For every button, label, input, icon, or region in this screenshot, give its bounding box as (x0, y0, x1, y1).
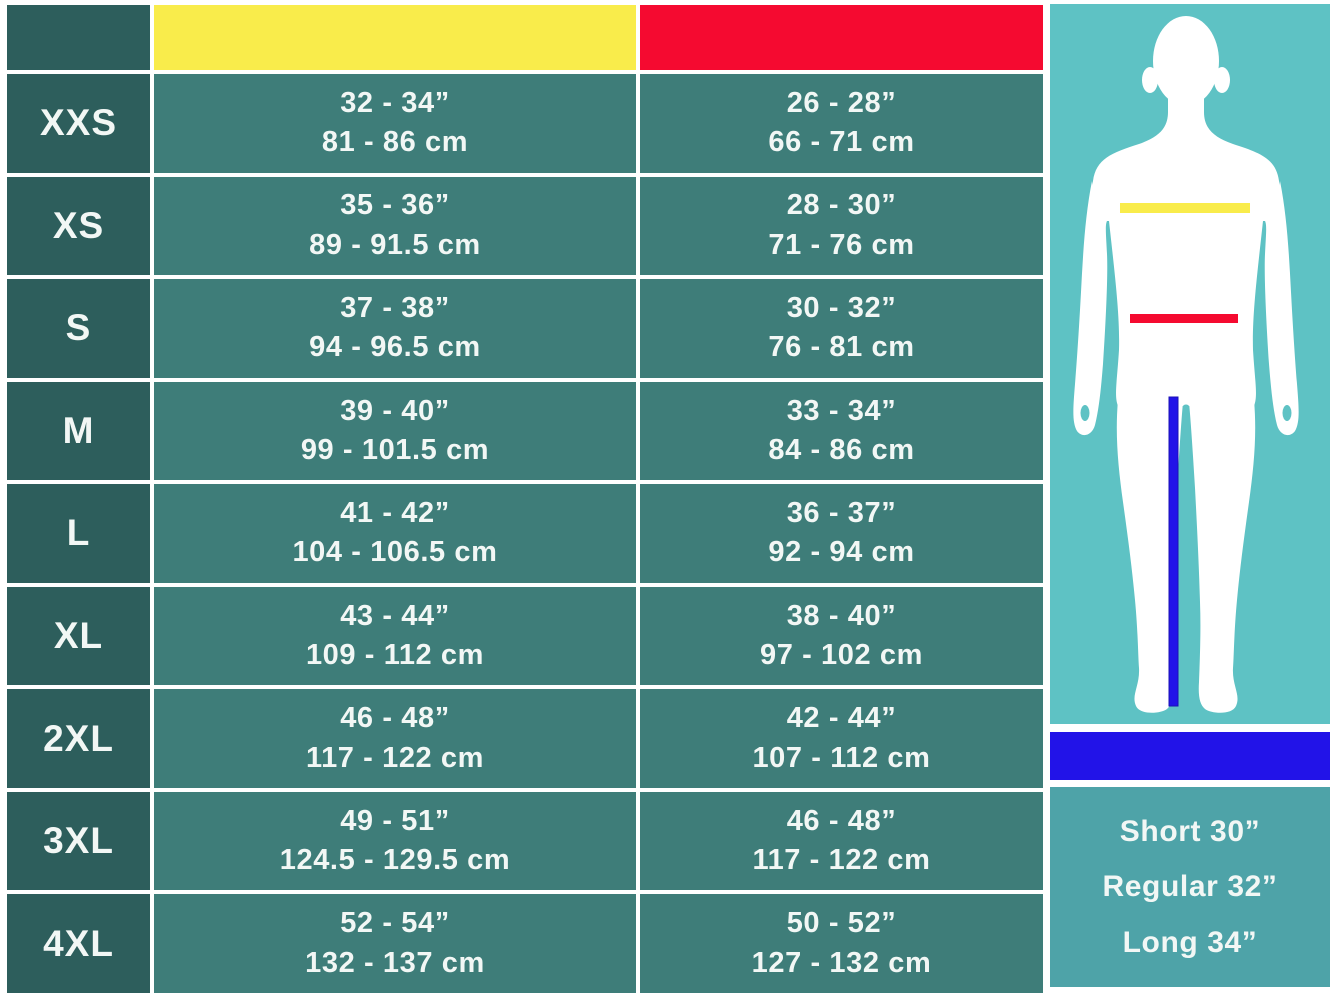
chest-inches-value: 37 - 38” (340, 291, 450, 324)
waist-inches-value: 42 - 44” (786, 702, 897, 735)
chest-value-cell: 39 - 40” 99 - 101.5 cm (154, 381, 636, 481)
waist-value-cell: 30 - 32” 76 - 81 cm (640, 279, 1043, 378)
inseam-option-long: Long 34” (1122, 925, 1258, 959)
chest-inches-value: 49 - 51” (340, 804, 450, 837)
waist-inches-value: 33 - 34” (786, 394, 897, 427)
waist-value-cell: 42 - 44” 107 - 112 cm (640, 689, 1043, 788)
inseam-measure-line (1168, 396, 1179, 707)
measurement-guide-panel: Short 30” Regular 32” Long 34” (1050, 4, 1330, 987)
body-figure-panel (1050, 4, 1330, 724)
chest-cm-value: 132 - 137 cm (305, 946, 485, 979)
chest-value-cell: 32 - 34” 81 - 86 cm (154, 74, 636, 173)
right-hand-curl-notch (1282, 405, 1292, 421)
waist-value-cell: 38 - 40” 97 - 102 cm (640, 586, 1043, 686)
size-table: XXS 32 - 34” 81 - 86 cm 26 - 28” 66 - 71… (7, 5, 1043, 993)
size-label-cell: L (7, 484, 150, 583)
size-label: XL (53, 615, 104, 657)
chest-cm-value: 89 - 91.5 cm (309, 228, 481, 261)
inseam-length-panel: Short 30” Regular 32” Long 34” (1050, 787, 1330, 987)
size-label: XXS (39, 102, 118, 144)
size-label-cell: M (7, 381, 150, 481)
waist-value-cell: 26 - 28” 66 - 71 cm (640, 74, 1043, 173)
waist-inches-value: 38 - 40” (786, 599, 897, 632)
waist-cm-value: 76 - 81 cm (768, 331, 915, 364)
waist-cm-value: 92 - 94 cm (768, 536, 915, 569)
chest-value-cell: 52 - 54” 132 - 137 cm (154, 894, 636, 993)
chest-inches-value: 43 - 44” (340, 599, 450, 632)
chest-value-cell: 43 - 44” 109 - 112 cm (154, 586, 636, 686)
waist-value-cell: 50 - 52” 127 - 132 cm (640, 894, 1043, 993)
waist-cm-value: 107 - 112 cm (752, 741, 931, 774)
waist-measure-line (1130, 314, 1238, 323)
waist-inches-value: 36 - 37” (786, 497, 897, 530)
inseam-option-regular: Regular 32” (1102, 870, 1278, 904)
body-silhouette-figure (1073, 16, 1299, 713)
waist-cm-value: 97 - 102 cm (760, 639, 923, 672)
waist-cm-value: 117 - 122 cm (752, 844, 931, 877)
size-label-cell: XL (7, 586, 150, 686)
waist-value-cell: 36 - 37” 92 - 94 cm (640, 484, 1043, 583)
size-label: XS (52, 204, 105, 246)
chest-cm-value: 99 - 101.5 cm (300, 433, 490, 466)
chest-cm-value: 104 - 106.5 cm (292, 536, 498, 569)
waist-cm-value: 71 - 76 cm (768, 228, 915, 261)
size-label-cell: 4XL (7, 894, 150, 993)
chest-cm-value: 109 - 112 cm (305, 639, 485, 672)
chest-value-cell: 41 - 42” 104 - 106.5 cm (154, 484, 636, 583)
chest-cm-value: 117 - 122 cm (305, 741, 485, 774)
size-label: 4XL (43, 922, 114, 964)
waist-inches-value: 28 - 30” (786, 189, 897, 222)
chest-measure-line (1120, 203, 1250, 213)
chest-cm-value: 94 - 96.5 cm (309, 331, 481, 364)
left-hand-curl-notch (1080, 405, 1090, 421)
inseam-option-short: Short 30” (1119, 814, 1261, 848)
chest-inches-value: 39 - 40” (340, 394, 450, 427)
chest-value-cell: 37 - 38” 94 - 96.5 cm (154, 279, 636, 378)
waist-inches-value: 46 - 48” (786, 804, 897, 837)
waist-cm-value: 127 - 132 cm (751, 946, 932, 979)
chest-value-cell: 49 - 51” 124.5 - 129.5 cm (154, 791, 636, 891)
waist-cm-value: 66 - 71 cm (768, 126, 915, 159)
waist-value-cell: 28 - 30” 71 - 76 cm (640, 176, 1043, 276)
inseam-length-bar (1050, 732, 1330, 780)
waist-value-cell: 46 - 48” 117 - 122 cm (640, 791, 1043, 891)
chest-inches-value: 41 - 42” (340, 497, 450, 530)
size-label-cell: S (7, 279, 150, 378)
chest-inches-value: 46 - 48” (340, 702, 450, 735)
body-silhouette (1073, 16, 1299, 713)
size-label-cell: 2XL (7, 689, 150, 788)
chest-inches-value: 52 - 54” (340, 907, 450, 940)
chest-value-cell: 46 - 48” 117 - 122 cm (154, 689, 636, 788)
waist-inches-value: 30 - 32” (786, 291, 897, 324)
size-label: L (66, 512, 91, 554)
size-label-cell: 3XL (7, 791, 150, 891)
chest-inches-value: 32 - 34” (340, 86, 450, 119)
size-label: S (65, 307, 92, 349)
table-corner-cell (7, 5, 150, 70)
waist-inches-value: 50 - 52” (786, 907, 897, 940)
size-label: M (62, 409, 95, 451)
waist-cm-value: 84 - 86 cm (768, 433, 915, 466)
size-label: 3XL (43, 820, 114, 862)
waist-color-header (640, 5, 1043, 70)
chest-value-cell: 35 - 36” 89 - 91.5 cm (154, 176, 636, 276)
size-label-cell: XXS (7, 74, 150, 173)
size-label-cell: XS (7, 176, 150, 276)
chest-cm-value: 124.5 - 129.5 cm (279, 844, 511, 877)
chest-color-header (154, 5, 636, 70)
waist-value-cell: 33 - 34” 84 - 86 cm (640, 381, 1043, 481)
chest-inches-value: 35 - 36” (340, 189, 450, 222)
chest-cm-value: 81 - 86 cm (321, 126, 469, 159)
size-label: 2XL (43, 717, 114, 759)
waist-inches-value: 26 - 28” (786, 86, 897, 119)
